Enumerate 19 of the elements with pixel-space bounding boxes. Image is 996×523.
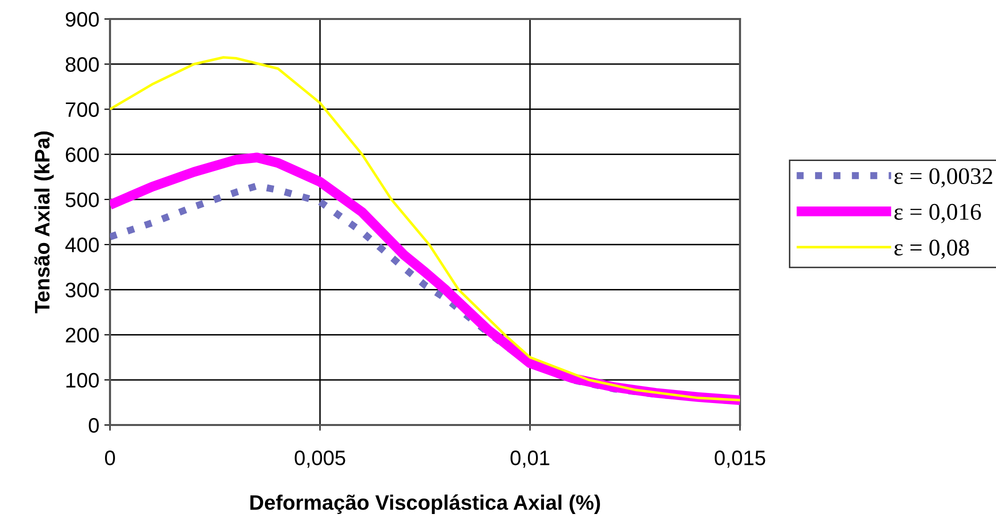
y-tick-label: 700 xyxy=(66,102,99,117)
x-tick-label: 0 xyxy=(105,450,115,466)
y-tick-label: 100 xyxy=(66,372,99,388)
y-tick-label: 800 xyxy=(66,57,99,72)
x-tick-label: 0,015 xyxy=(714,450,766,468)
legend-label: ε = 0,0032 xyxy=(894,168,992,188)
x-tick-label: 0,005 xyxy=(294,450,346,468)
legend-label: ε = 0,016 xyxy=(894,204,981,224)
y-tick-label: 300 xyxy=(66,282,99,298)
y-tick-label: 600 xyxy=(66,147,99,162)
y-tick-label: 900 xyxy=(66,12,99,27)
y-tick-label: 400 xyxy=(65,238,99,252)
x-tick-label: 0,01 xyxy=(510,450,550,468)
y-tick-label: 200 xyxy=(66,328,99,343)
y-axis-title: Tensão Axial (kPa) xyxy=(34,132,54,314)
y-tick-label: 0 xyxy=(88,418,99,433)
x-axis-title: Deformação Viscoplástica Axial (%) xyxy=(250,494,600,514)
legend-label: ε = 0,08 xyxy=(894,240,969,259)
y-tick-label: 500 xyxy=(66,192,99,208)
